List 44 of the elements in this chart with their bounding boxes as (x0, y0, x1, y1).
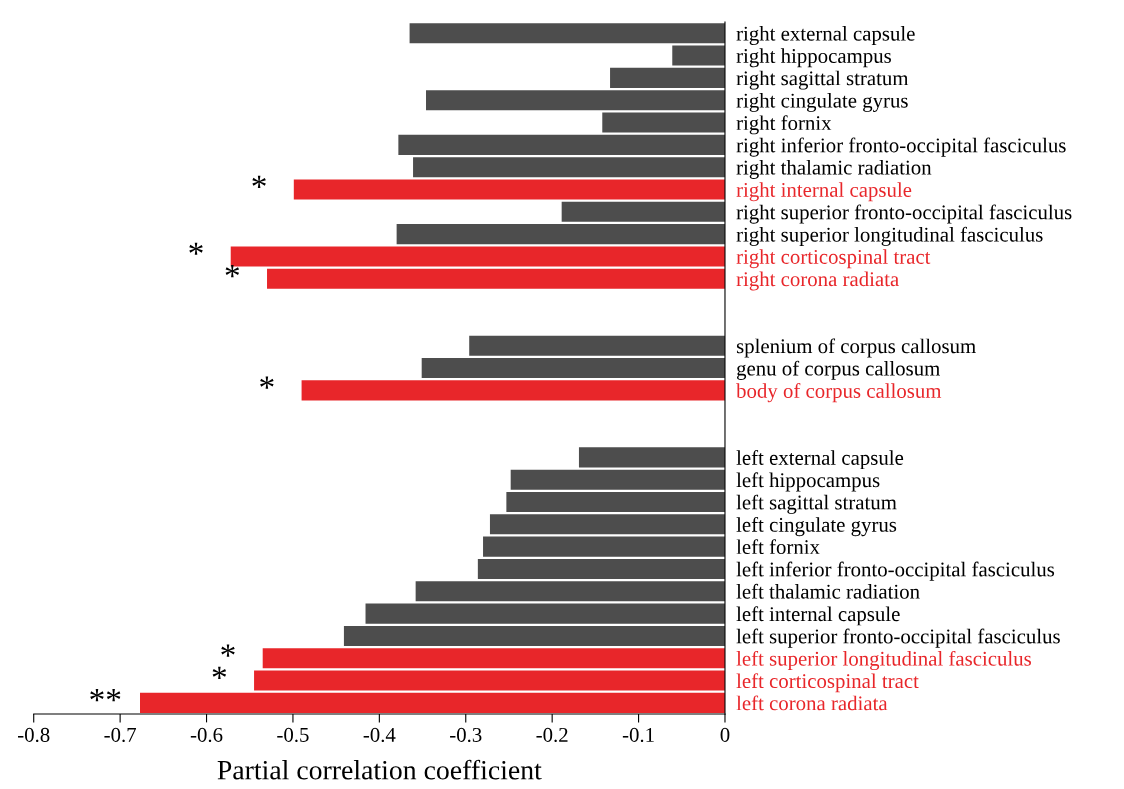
y-tick-label: body of corpus callosum (736, 383, 942, 403)
annotation: * (212, 666, 227, 679)
y-tick-label: left hippocampus (736, 472, 880, 492)
x-axis-title: Partial correlation coefficient (217, 759, 542, 780)
y-tick-label: right cingulate gyrus (736, 92, 908, 112)
annotation: * (221, 644, 235, 657)
y-tick-label: right corticospinal tract (736, 249, 931, 269)
x-tick-label: -0.5 (277, 727, 309, 742)
y-tick-label: left corticospinal tract (736, 673, 919, 693)
y-tick-label: left superior longitudinal fasciculus (736, 650, 1031, 671)
y-tick-label: genu of corpus callosum (736, 360, 940, 380)
annotation: * (189, 242, 203, 255)
y-tick-label: left thalamic radiation (736, 583, 920, 599)
x-tick-label: -0.1 (622, 727, 654, 742)
y-tick-label: left corona radiata (736, 695, 888, 711)
y-tick-label: right inferior fronto-occipital fasciculus (736, 137, 1066, 157)
x-tick-label: -0.7 (104, 727, 137, 742)
y-tick-label: right superior fronto-occipital fasciculus (736, 204, 1072, 224)
x-tick-label: -0.4 (363, 727, 396, 742)
y-tick-label: right superior longitudinal fasciculus (736, 226, 1043, 246)
y-tick-label: left fornix (736, 539, 820, 555)
x-tick-label: 0 (720, 727, 730, 742)
y-tick-label: right internal capsule (736, 182, 912, 202)
annotation: ** (90, 689, 121, 702)
y-tick-label: left internal capsule (736, 606, 900, 626)
x-tick-label: -0.8 (18, 727, 50, 742)
x-tick-label: -0.6 (190, 727, 223, 742)
annotation: * (260, 376, 274, 389)
x-tick-label: -0.3 (450, 727, 482, 742)
y-tick-label: left inferior fronto-occipital fasciculus (736, 561, 1055, 581)
annotation: * (225, 264, 240, 278)
y-tick-label: left sagittal stratum (736, 494, 897, 514)
y-tick-label: right sagittal stratum (736, 70, 909, 90)
y-tick-label: right external capsule (736, 26, 915, 45)
y-tick-label: splenium of corpus callosum (736, 338, 976, 358)
annotation: * (252, 175, 266, 188)
y-tick-label: left external capsule (736, 450, 904, 470)
x-tick-label: -0.2 (536, 727, 568, 742)
y-tick-label: left superior fronto-occipital fasciculus (736, 628, 1060, 648)
y-tick-label: right corona radiata (736, 271, 899, 291)
y-tick-label: left cingulate gyrus (736, 516, 897, 537)
y-tick-label: right fornix (736, 115, 832, 135)
y-tick-label: right thalamic radiation (736, 159, 932, 179)
y-tick-label: right hippocampus (736, 48, 891, 68)
